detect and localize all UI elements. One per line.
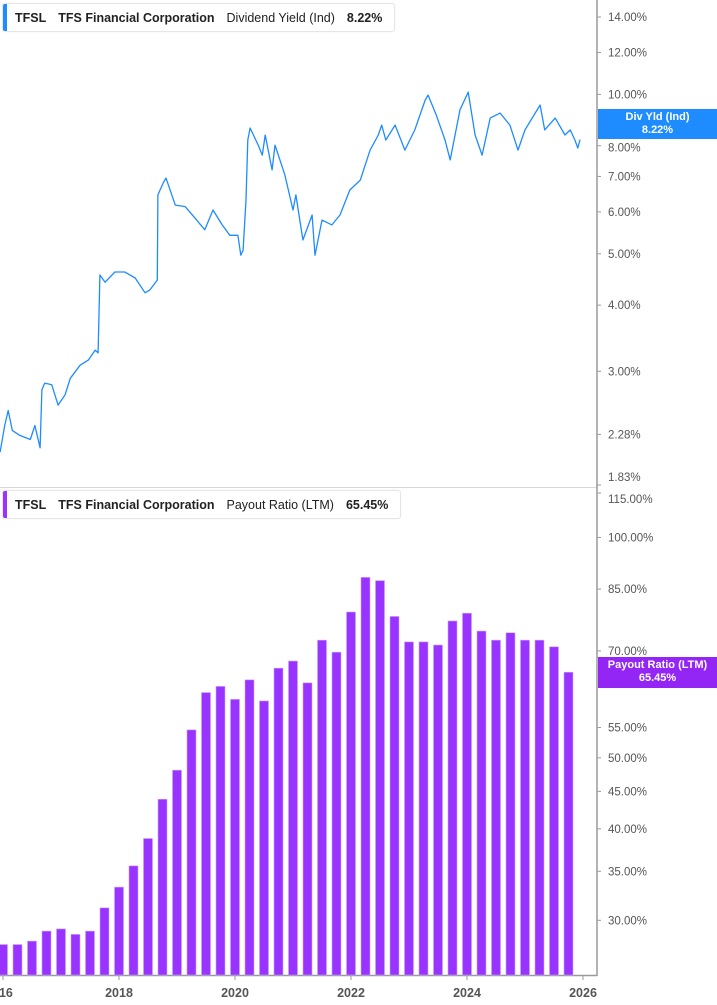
y-tick-label: 7.00% (608, 171, 641, 183)
y-tick-label: 2.28% (608, 429, 641, 441)
payout-ratio-bar (360, 577, 371, 976)
y-tick-label: 50.00% (608, 753, 647, 765)
payout-ratio-bar (0, 944, 8, 976)
y-tick-label: 70.00% (608, 646, 647, 658)
legend-company: TFS Financial Corporation (58, 497, 215, 512)
payout-ratio-bar (433, 644, 443, 976)
top-legend: TFSL TFS Financial Corporation Dividend … (2, 3, 396, 32)
payout-ratio-bar (70, 934, 81, 976)
payout-ratio-bar (12, 944, 23, 976)
payout-current-badge: Payout Ratio (LTM) 65.45% (598, 657, 717, 688)
y-tick-label: 12.00% (608, 47, 647, 59)
yield-current-badge: Div Yld (Ind) 8.22% (598, 109, 717, 139)
payout-ratio-bar (491, 639, 501, 976)
dividend-yield-line (0, 91, 581, 453)
payout-ratio-bar (389, 616, 400, 976)
y-tick-label: 3.00% (608, 366, 641, 378)
x-tick-label: 2022 (337, 986, 365, 1000)
y-tick-label: 115.00% (608, 494, 653, 506)
y-tick-label: 4.00% (608, 300, 641, 312)
badge-value: 65.45% (638, 672, 677, 684)
payout-ratio-bar (244, 679, 255, 976)
legend-metric: Payout Ratio (LTM) (226, 497, 334, 512)
badge-value: 8.22% (641, 124, 674, 136)
payout-ratio-bar (201, 692, 211, 976)
payout-ratio-bar (476, 630, 487, 976)
payout-ratio-bar (157, 798, 168, 976)
payout-ratio-bar (114, 886, 124, 976)
payout-ratio-bar (230, 699, 240, 976)
payout-ratio-bar (172, 769, 182, 976)
payout-ratio-bar (317, 639, 327, 976)
payout-ratio-bar (259, 700, 269, 976)
x-tick-label: 016 (0, 986, 13, 1000)
payout-legend-color (3, 491, 7, 518)
payout-ratio-bar (534, 639, 545, 976)
legend-ticker: TFSL (15, 497, 47, 512)
y-tick-label: 55.00% (608, 723, 647, 735)
payout-ratio-bar (56, 928, 66, 976)
payout-ratio-bar (143, 838, 153, 976)
legend-value: 65.45% (345, 497, 389, 512)
payout-ratio-bar (273, 667, 284, 976)
payout-ratio-bar (462, 612, 472, 976)
y-tick-label: 10.00% (608, 89, 647, 101)
legend-value: 8.22% (346, 10, 383, 25)
y-tick-label: 1.83% (608, 472, 641, 484)
payout-ratio-bar (27, 940, 37, 976)
bottom-legend: TFSL TFS Financial Corporation Payout Ra… (2, 490, 402, 519)
y-tick-label: 14.00% (608, 12, 647, 24)
payout-ratio-bar (346, 611, 356, 976)
payout-ratio-bar (302, 682, 313, 976)
payout-ratio-bar (520, 639, 530, 976)
y-tick-label: 30.00% (608, 915, 647, 927)
y-tick-label: 35.00% (608, 866, 647, 878)
y-tick-label: 5.00% (608, 249, 641, 261)
legend-metric: Dividend Yield (Ind) (226, 10, 335, 25)
y-tick-label: 85.00% (608, 584, 647, 596)
payout-ratio-bar (215, 686, 226, 976)
payout-ratio-bar (128, 865, 139, 976)
payout-ratio-bar (331, 651, 342, 976)
legend-company: TFS Financial Corporation (58, 10, 215, 25)
yield-legend-color (3, 4, 7, 31)
payout-ratio-bar (549, 646, 559, 976)
y-tick-label: 6.00% (608, 207, 641, 219)
badge-label: Div Yld (Ind) (625, 111, 690, 123)
x-tick-label: 2026 (569, 986, 597, 1000)
legend-ticker: TFSL (15, 10, 47, 25)
payout-ratio-bar (41, 930, 52, 976)
payout-ratio-bar (99, 907, 110, 976)
payout-ratio-bar (404, 641, 414, 976)
x-tick-label: 2024 (453, 986, 481, 1000)
badge-label: Payout Ratio (LTM) (607, 659, 708, 671)
y-tick-label: 100.00% (608, 532, 653, 544)
payout-ratio-bar (418, 641, 429, 976)
payout-ratio-bar (563, 671, 574, 976)
payout-ratio-bar (505, 632, 516, 976)
x-tick-label: 2018 (105, 986, 133, 1000)
payout-ratio-bar (186, 729, 197, 976)
y-tick-label: 45.00% (608, 786, 647, 798)
payout-ratio-bar (288, 660, 298, 976)
x-tick-label: 2020 (221, 986, 249, 1000)
payout-ratio-bar (447, 620, 458, 976)
y-tick-label: 8.00% (608, 143, 641, 155)
payout-ratio-bar (85, 930, 95, 976)
y-tick-label: 40.00% (608, 824, 647, 836)
payout-ratio-bar (375, 580, 385, 976)
